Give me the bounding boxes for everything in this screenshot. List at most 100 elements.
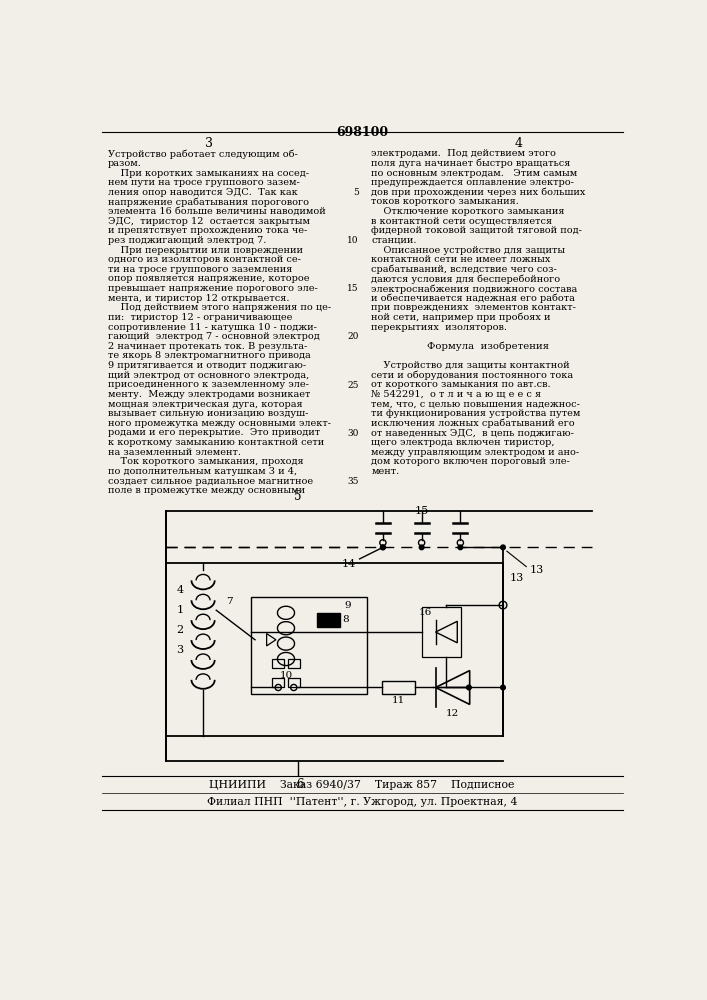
Text: электроснабжения подвижного состава: электроснабжения подвижного состава xyxy=(371,284,578,294)
Text: 4: 4 xyxy=(177,585,184,595)
Text: 9 притягивается и отводит поджигаю-: 9 притягивается и отводит поджигаю- xyxy=(107,361,306,370)
Text: 2 начинает протекать ток. В результа-: 2 начинает протекать ток. В результа- xyxy=(107,342,307,351)
Text: по основным электродам.   Этим самым: по основным электродам. Этим самым xyxy=(371,169,578,178)
Circle shape xyxy=(501,545,506,550)
Text: Филиал ПНП  ''Патент'', г. Ужгород, ул. Проектная, 4: Филиал ПНП ''Патент'', г. Ужгород, ул. П… xyxy=(206,797,517,807)
Text: Описанное устройство для защиты: Описанное устройство для защиты xyxy=(371,246,566,255)
Text: ления опор наводится ЭДС.  Так как: ления опор наводится ЭДС. Так как xyxy=(107,188,298,197)
Text: 30: 30 xyxy=(347,429,359,438)
Bar xyxy=(317,613,340,627)
Text: срабатываний, вследствие чего соз-: срабатываний, вследствие чего соз- xyxy=(371,265,557,274)
Text: менту.  Между электродами возникает: менту. Между электродами возникает xyxy=(107,390,310,399)
Text: При перекрытии или повреждении: При перекрытии или повреждении xyxy=(107,246,303,255)
Text: поле в промежутке между основными: поле в промежутке между основными xyxy=(107,486,305,495)
Text: и препятствует прохождению тока че-: и препятствует прохождению тока че- xyxy=(107,226,307,235)
Text: к короткому замыканию контактной сети: к короткому замыканию контактной сети xyxy=(107,438,324,447)
Text: поля дуга начинает быстро вращаться: поля дуга начинает быстро вращаться xyxy=(371,159,571,168)
Text: по дополнительным катушкам 3 и 4,: по дополнительным катушкам 3 и 4, xyxy=(107,467,297,476)
Text: рез поджигающий электрод 7.: рез поджигающий электрод 7. xyxy=(107,236,266,245)
Text: вызывает сильную ионизацию воздуш-: вызывает сильную ионизацию воздуш- xyxy=(107,409,308,418)
Text: сопротивление 11 - катушка 10 - поджи-: сопротивление 11 - катушка 10 - поджи- xyxy=(107,323,317,332)
Text: мент.: мент. xyxy=(371,467,399,476)
Bar xyxy=(251,597,368,694)
Text: гающий  электрод 7 - основной электрод: гающий электрод 7 - основной электрод xyxy=(107,332,320,341)
Text: щего электрода включен тиристор,: щего электрода включен тиристор, xyxy=(371,438,555,447)
Text: перекрытиях  изоляторов.: перекрытиях изоляторов. xyxy=(371,323,507,332)
Text: разом.: разом. xyxy=(107,159,141,168)
Text: 13: 13 xyxy=(530,565,544,575)
Text: 15: 15 xyxy=(414,506,428,516)
Text: превышает напряжение порогового эле-: превышает напряжение порогового эле- xyxy=(107,284,317,293)
Bar xyxy=(272,659,284,668)
Text: 698100: 698100 xyxy=(336,126,388,139)
Text: 5: 5 xyxy=(294,490,301,503)
Text: предупреждается оплавление электро-: предупреждается оплавление электро- xyxy=(371,178,574,187)
Text: мента, и тиристор 12 открывается.: мента, и тиристор 12 открывается. xyxy=(107,294,289,303)
Text: одного из изоляторов контактной се-: одного из изоляторов контактной се- xyxy=(107,255,300,264)
Text: Устройство для защиты контактной: Устройство для защиты контактной xyxy=(371,361,570,370)
Text: создает сильное радиальное магнитное: создает сильное радиальное магнитное xyxy=(107,477,313,486)
Text: 3: 3 xyxy=(204,137,213,150)
Text: опор появляется напряжение, которое: опор появляется напряжение, которое xyxy=(107,274,309,283)
Text: пи:  тиристор 12 - ограничивающее: пи: тиристор 12 - ограничивающее xyxy=(107,313,292,322)
Circle shape xyxy=(380,545,385,550)
Text: При коротких замыканиях на сосед-: При коротких замыканиях на сосед- xyxy=(107,169,309,178)
Bar xyxy=(288,678,300,687)
Text: от наведенных ЭДС,  в цепь поджигаю-: от наведенных ЭДС, в цепь поджигаю- xyxy=(371,428,574,437)
Circle shape xyxy=(380,545,385,550)
Text: между управляющим электродом и ано-: между управляющим электродом и ано- xyxy=(371,448,579,457)
Text: 12: 12 xyxy=(446,709,460,718)
Text: Отключение короткого замыкания: Отключение короткого замыкания xyxy=(371,207,565,216)
Text: нем пути на тросе группового зазем-: нем пути на тросе группового зазем- xyxy=(107,178,300,187)
Circle shape xyxy=(458,545,462,550)
Text: родами и его перекрытие.  Это приводит: родами и его перекрытие. Это приводит xyxy=(107,428,320,437)
Text: Устройство работает следующим об-: Устройство работает следующим об- xyxy=(107,149,298,159)
Text: в контактной сети осуществляется: в контактной сети осуществляется xyxy=(371,217,552,226)
Text: и обеспечивается надежная его работа: и обеспечивается надежная его работа xyxy=(371,294,575,303)
Circle shape xyxy=(501,685,506,690)
Text: Под действием этого напряжения по це-: Под действием этого напряжения по це- xyxy=(107,303,331,312)
Bar xyxy=(288,659,300,668)
Bar xyxy=(166,563,503,736)
Text: дом которого включен пороговый эле-: дом которого включен пороговый эле- xyxy=(371,457,570,466)
Text: 11: 11 xyxy=(392,696,405,705)
Text: ного промежутка между основными элект-: ного промежутка между основными элект- xyxy=(107,419,331,428)
Text: 13: 13 xyxy=(509,573,523,583)
Text: 6: 6 xyxy=(296,778,304,791)
Text: 15: 15 xyxy=(347,284,359,293)
Bar xyxy=(272,678,284,687)
Text: 8: 8 xyxy=(343,615,349,624)
Text: сети и оборудования постоянного тока: сети и оборудования постоянного тока xyxy=(371,371,573,380)
Text: те якорь 8 электромагнитного привода: те якорь 8 электромагнитного привода xyxy=(107,351,310,360)
Text: 1: 1 xyxy=(177,605,184,615)
Text: дов при прохождении через них больших: дов при прохождении через них больших xyxy=(371,188,585,197)
Text: исключения ложных срабатываний его: исключения ложных срабатываний его xyxy=(371,419,575,428)
Text: 5: 5 xyxy=(353,188,359,197)
Text: 3: 3 xyxy=(177,645,184,655)
Text: напряжение срабатывания порогового: напряжение срабатывания порогового xyxy=(107,197,309,207)
Text: 2: 2 xyxy=(177,625,184,635)
Text: 16: 16 xyxy=(419,608,432,617)
Text: ной сети, например при пробоях и: ной сети, например при пробоях и xyxy=(371,313,551,322)
Text: станции.: станции. xyxy=(371,236,416,245)
Text: 9: 9 xyxy=(344,601,351,610)
Text: 7: 7 xyxy=(226,597,233,606)
Text: 25: 25 xyxy=(347,381,359,390)
Circle shape xyxy=(467,685,472,690)
Text: тем, что, с целью повышения надежнос-: тем, что, с целью повышения надежнос- xyxy=(371,400,580,409)
Text: 14: 14 xyxy=(341,559,356,569)
Text: Ток короткого замыкания, проходя: Ток короткого замыкания, проходя xyxy=(107,457,303,466)
Text: 4: 4 xyxy=(515,137,522,150)
Text: токов короткого замыкания.: токов короткого замыкания. xyxy=(371,197,519,206)
Text: ЦНИИПИ    Заказ 6940/37    Тираж 857    Подписное: ЦНИИПИ Заказ 6940/37 Тираж 857 Подписное xyxy=(209,780,515,790)
Text: 20: 20 xyxy=(347,332,359,341)
Text: ти функционирования устройства путем: ти функционирования устройства путем xyxy=(371,409,580,418)
Text: даются условия для бесперебойного: даются условия для бесперебойного xyxy=(371,274,561,284)
Text: ти на тросе группового заземления: ти на тросе группового заземления xyxy=(107,265,292,274)
Bar xyxy=(421,607,461,657)
Text: ЭДС,  тиристор 12  остается закрытым: ЭДС, тиристор 12 остается закрытым xyxy=(107,217,310,226)
Text: 10: 10 xyxy=(347,236,359,245)
Text: щий электрод от основного электрода,: щий электрод от основного электрода, xyxy=(107,371,309,380)
Text: от короткого замыкания по авт.св.: от короткого замыкания по авт.св. xyxy=(371,380,551,389)
Text: 10: 10 xyxy=(279,671,293,680)
